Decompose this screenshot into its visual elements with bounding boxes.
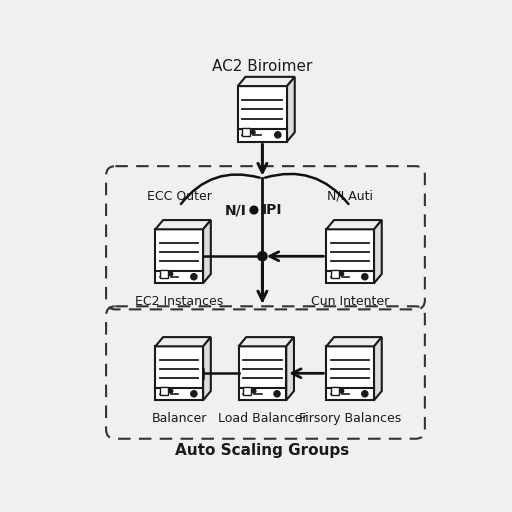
Polygon shape [326, 337, 382, 346]
Text: N/I: N/I [225, 203, 247, 217]
FancyArrowPatch shape [265, 174, 349, 204]
Polygon shape [155, 337, 211, 346]
Circle shape [252, 389, 256, 393]
Bar [242, 129, 250, 136]
Circle shape [362, 391, 368, 397]
Text: Firsory Balances: Firsory Balances [299, 412, 401, 425]
Text: Load Balancer: Load Balancer [218, 412, 307, 425]
Circle shape [258, 251, 267, 261]
Polygon shape [203, 220, 211, 283]
Circle shape [340, 389, 344, 393]
Bar [160, 387, 168, 395]
Circle shape [191, 273, 197, 280]
Bar [155, 346, 203, 400]
Text: ECC Outer: ECC Outer [147, 189, 211, 203]
Circle shape [340, 272, 344, 276]
Circle shape [250, 206, 258, 214]
Polygon shape [374, 337, 382, 400]
Circle shape [251, 131, 255, 134]
Bar [160, 270, 168, 278]
Text: N/I Auti: N/I Auti [327, 189, 373, 203]
Text: IPI: IPI [262, 203, 282, 217]
Bar [331, 387, 338, 395]
Bar [239, 346, 286, 400]
Text: Balancer: Balancer [152, 412, 207, 425]
Bar [243, 387, 251, 395]
Polygon shape [238, 77, 295, 86]
Text: Cun Intenter: Cun Intenter [311, 295, 389, 308]
Bar [238, 86, 287, 141]
Polygon shape [203, 337, 211, 400]
Bar [155, 229, 203, 283]
FancyArrowPatch shape [181, 175, 260, 204]
Polygon shape [326, 220, 382, 229]
Circle shape [169, 389, 173, 393]
Polygon shape [286, 337, 294, 400]
Circle shape [169, 272, 173, 276]
Polygon shape [374, 220, 382, 283]
Polygon shape [155, 220, 211, 229]
Bar [331, 270, 338, 278]
Text: EC2 Instances: EC2 Instances [135, 295, 223, 308]
Circle shape [274, 391, 280, 397]
Circle shape [275, 132, 281, 138]
Polygon shape [287, 77, 295, 141]
Polygon shape [239, 337, 294, 346]
Circle shape [362, 273, 368, 280]
Circle shape [191, 391, 197, 397]
Text: Auto Scaling Groups: Auto Scaling Groups [175, 443, 350, 458]
Bar [326, 229, 374, 283]
Bar [326, 346, 374, 400]
Text: AC2 Biroimer: AC2 Biroimer [212, 59, 313, 74]
